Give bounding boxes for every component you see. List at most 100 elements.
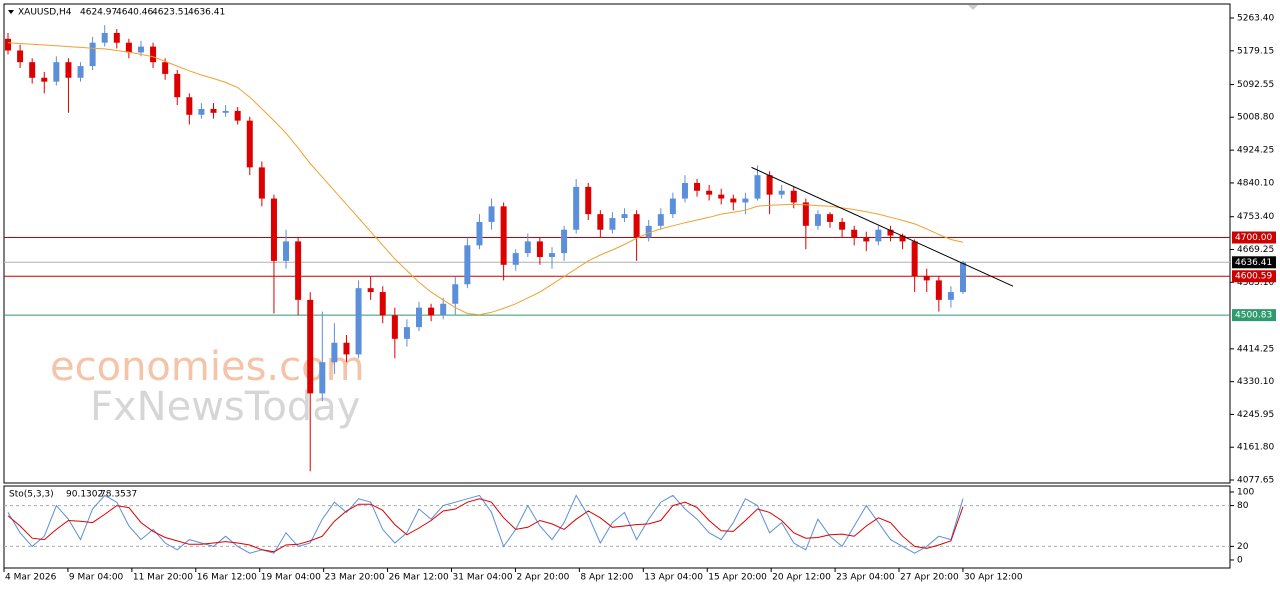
symbol: XAUUSD,H4 — [18, 8, 72, 18]
x-tick-label: 19 Mar 04:00 — [261, 573, 321, 583]
candle-body — [585, 186, 592, 215]
candle-body — [536, 241, 543, 257]
candle-body — [875, 229, 882, 242]
candle-body — [379, 292, 386, 316]
x-tick-label: 20 Apr 12:00 — [772, 573, 831, 583]
candle-body — [210, 108, 217, 113]
candle-body — [911, 241, 918, 277]
main-panel — [3, 3, 1231, 484]
candle-body — [621, 214, 628, 219]
candle-body — [657, 214, 664, 226]
stoch-line — [7, 498, 964, 553]
candle-body — [222, 110, 229, 113]
candle-body — [730, 198, 737, 203]
candle-body — [89, 42, 96, 67]
candle-body — [488, 206, 495, 222]
stoch-line — [7, 494, 964, 554]
candle-body — [766, 175, 773, 195]
candle-body — [669, 198, 676, 215]
level-label: 4600.59 — [1235, 272, 1272, 282]
candle-body — [742, 198, 749, 203]
x-tick-label: 16 Mar 12:00 — [197, 573, 257, 583]
candle-body — [694, 182, 701, 191]
stoch-name: Sto(5,3,3) — [9, 490, 54, 500]
candle-body — [464, 245, 471, 285]
ohlc-close: 4636.41 — [188, 8, 225, 18]
candle-body — [270, 198, 277, 261]
y-tick-label: 5092.55 — [1237, 80, 1274, 90]
candle-body — [500, 206, 507, 265]
candle-body — [524, 241, 531, 254]
candle-body — [851, 229, 858, 238]
y-tick-label: 4924.25 — [1237, 146, 1274, 156]
candle-body — [403, 327, 410, 339]
y-tick-label: 4753.40 — [1237, 212, 1274, 222]
x-tick-label: 23 Apr 04:00 — [836, 573, 895, 583]
candle-body — [899, 235, 906, 242]
y-tick-label: 4414.25 — [1237, 344, 1274, 354]
stoch-main: 90.1302 — [66, 490, 103, 500]
y-tick-label: 5263.40 — [1237, 13, 1274, 23]
ohlc-high: 4640.46 — [116, 8, 153, 18]
candle-body — [754, 175, 761, 199]
candle-body — [174, 73, 181, 98]
candle-body — [355, 288, 362, 355]
candle-body — [645, 225, 652, 238]
y-tick-label: 4161.80 — [1237, 443, 1274, 453]
candle-body — [548, 253, 555, 257]
candle-body — [319, 362, 326, 394]
candle-body — [718, 194, 725, 199]
candle-body — [367, 288, 374, 293]
candle-body — [863, 237, 870, 242]
stoch-tick-label: 100 — [1237, 487, 1254, 497]
candle-body — [391, 315, 398, 339]
candle-body — [960, 262, 966, 293]
candle-body — [416, 307, 423, 328]
x-tick-label: 26 Mar 12:00 — [389, 573, 449, 583]
level-label: 4636.41 — [1235, 258, 1272, 268]
candle-body — [307, 299, 314, 394]
candle-body — [609, 218, 616, 230]
y-tick-label: 4077.65 — [1237, 475, 1274, 485]
candle-body — [790, 190, 797, 203]
level-label: 4500.83 — [1235, 311, 1272, 321]
candle-body — [53, 62, 60, 82]
candle-body — [778, 190, 785, 195]
y-tick-label: 5008.80 — [1237, 113, 1274, 123]
candle-body — [258, 167, 265, 199]
candle-body — [186, 97, 193, 115]
candle-body — [77, 66, 84, 78]
candle-body — [814, 214, 821, 226]
candle-body — [29, 62, 36, 78]
level-label: 4700.00 — [1235, 233, 1272, 243]
x-tick-label: 8 Apr 12:00 — [580, 573, 633, 583]
candle-body — [706, 190, 713, 195]
candle-body — [125, 42, 132, 53]
y-tick-label: 4330.10 — [1237, 377, 1274, 387]
candle-body — [198, 108, 205, 115]
candle-body — [887, 229, 894, 236]
candle-body — [597, 214, 604, 230]
moving-average — [7, 42, 964, 316]
x-tick-label: 13 Apr 04:00 — [644, 573, 703, 583]
x-tick-label: 27 Apr 20:00 — [900, 573, 959, 583]
candle-body — [331, 342, 338, 363]
candle-body — [827, 214, 834, 222]
x-tick-label: 9 Mar 04:00 — [69, 573, 124, 583]
candle-body — [162, 62, 169, 74]
x-tick-label: 2 Apr 20:00 — [516, 573, 569, 583]
ohlc-open: 4624.97 — [80, 8, 117, 18]
x-tick-label: 23 Mar 20:00 — [325, 573, 385, 583]
candle-body — [41, 77, 48, 82]
x-tick-label: 4 Mar 2026 — [5, 573, 57, 583]
candle-body — [137, 46, 144, 53]
ohlc-low: 4623.51 — [152, 8, 189, 18]
candles — [5, 25, 966, 472]
y-tick-label: 4585.10 — [1237, 278, 1274, 288]
level-tag — [1232, 309, 1276, 322]
candle-body — [113, 32, 120, 43]
x-tick-label: 15 Apr 20:00 — [708, 573, 767, 583]
candle-body — [17, 50, 24, 63]
